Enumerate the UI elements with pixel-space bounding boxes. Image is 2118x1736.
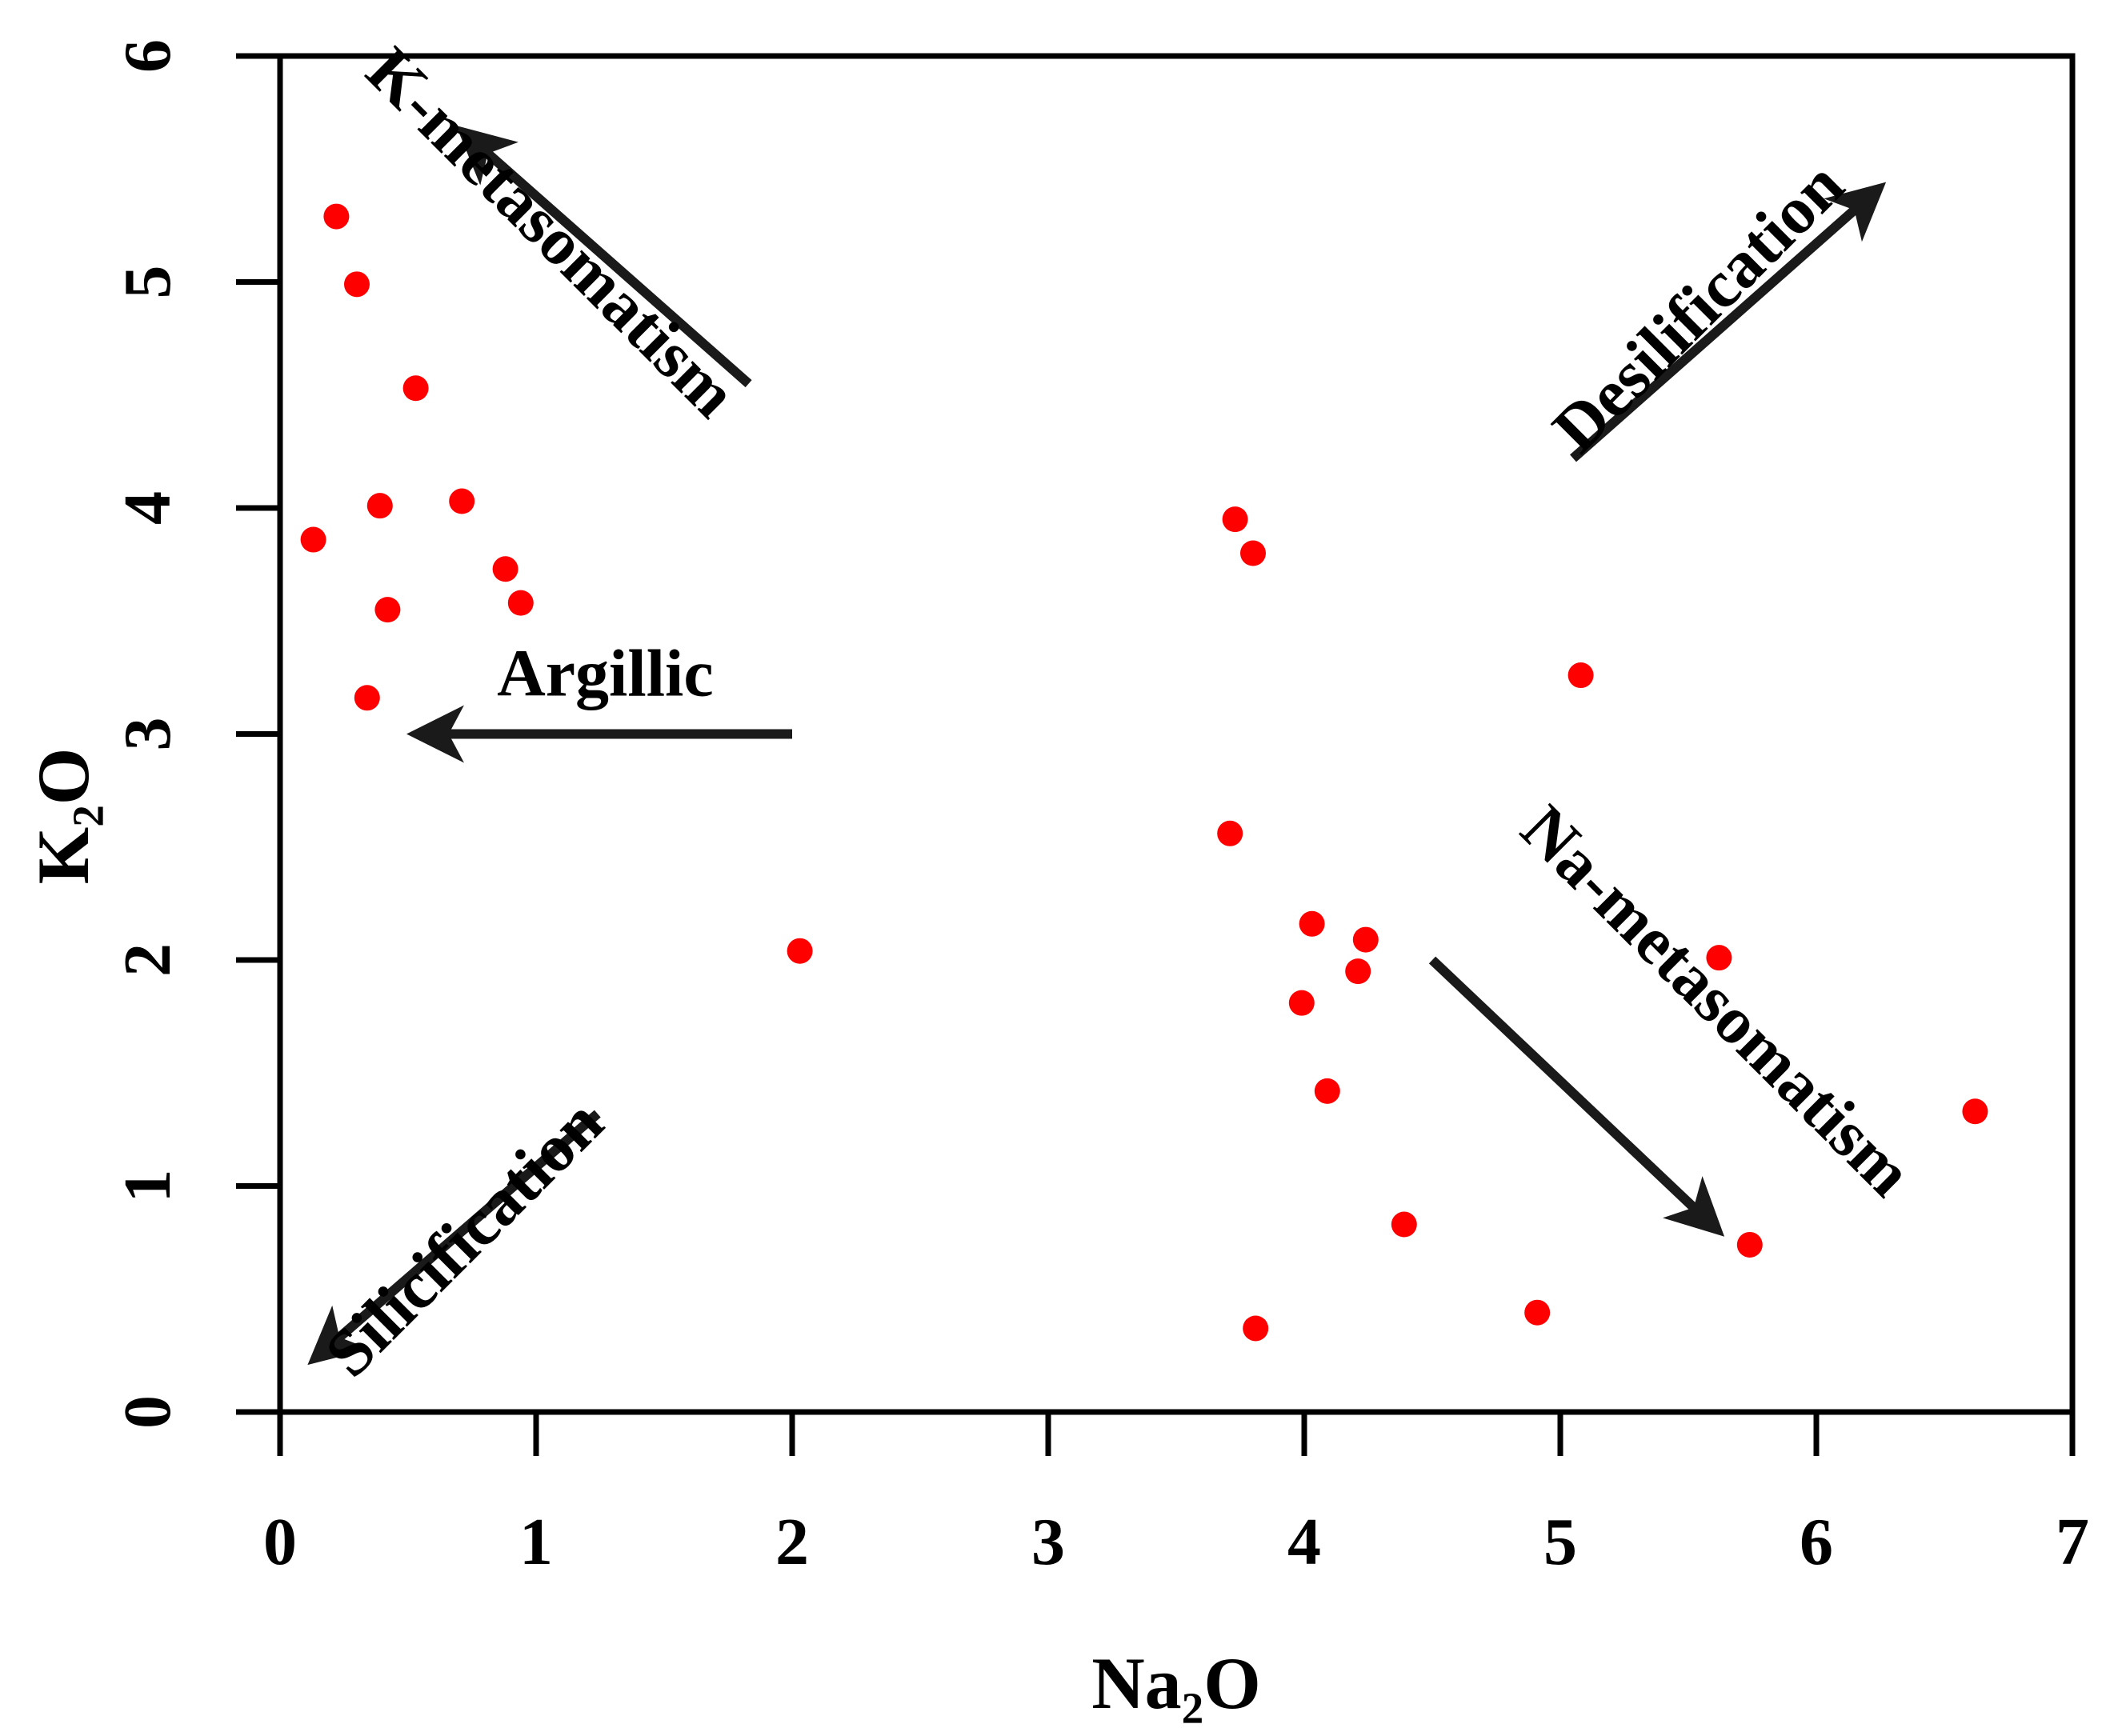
data-point — [1243, 1315, 1269, 1342]
data-point — [1222, 506, 1248, 533]
annotation-label: Silicification — [311, 1086, 618, 1392]
y-tick-label: 4 — [110, 491, 185, 525]
x-tick-label: 3 — [1031, 1505, 1065, 1579]
trend-arrow — [1570, 182, 1887, 462]
annotation-label: Na-metasomatism — [1507, 791, 1926, 1210]
data-point — [1391, 1211, 1417, 1238]
data-point — [1240, 540, 1266, 566]
data-point — [344, 271, 370, 298]
annotation-label: Desilification — [1539, 147, 1858, 466]
annotation-label: K-metasomatism — [352, 34, 751, 432]
y-tick-label: 2 — [110, 943, 185, 977]
data-point — [507, 590, 534, 616]
x-tick-label: 6 — [1800, 1505, 1833, 1579]
y-tick-label: 6 — [110, 39, 185, 73]
data-point — [323, 203, 350, 230]
x-tick-label: 0 — [263, 1505, 297, 1579]
trend-arrow — [307, 1110, 601, 1366]
x-tick-label: 2 — [775, 1505, 809, 1579]
annotation-label: Argillic — [497, 636, 714, 710]
data-point — [1524, 1299, 1551, 1326]
data-point — [1345, 958, 1371, 985]
data-point — [449, 488, 475, 514]
y-tick-label: 1 — [110, 1170, 185, 1203]
data-point — [1962, 1098, 1988, 1125]
data-point — [366, 493, 393, 519]
data-point — [402, 375, 429, 402]
y-axis-ticks: 0 1 2 3 4 5 6 — [110, 39, 280, 1429]
data-point — [1736, 1231, 1763, 1258]
trend-arrows — [307, 125, 1887, 1366]
trend-arrow — [456, 125, 752, 388]
data-point — [1706, 945, 1732, 971]
x-tick-label: 7 — [2056, 1505, 2089, 1579]
y-tick-label: 3 — [110, 718, 185, 751]
y-tick-label: 0 — [110, 1395, 185, 1429]
x-axis-ticks: 0 1 2 3 4 5 6 7 — [263, 1412, 2089, 1579]
data-points — [300, 203, 1988, 1342]
x-tick-label: 5 — [1543, 1505, 1577, 1579]
x-tick-label: 4 — [1287, 1505, 1321, 1579]
y-axis-title: K₂O — [22, 748, 104, 885]
data-point — [1288, 990, 1315, 1016]
data-point — [492, 556, 518, 582]
data-point — [354, 685, 380, 711]
x-axis-title: Na₂O — [1091, 1642, 1261, 1724]
data-point — [1314, 1078, 1340, 1104]
data-point — [1567, 662, 1594, 689]
data-point — [787, 938, 813, 964]
data-point — [1299, 910, 1325, 937]
data-point — [1217, 820, 1243, 846]
data-point — [1352, 926, 1379, 953]
trend-annotations: K-metasomatism Desilification Argillic Na-m… — [311, 34, 1927, 1391]
x-tick-label: 1 — [519, 1505, 553, 1579]
y-tick-label: 5 — [110, 266, 185, 299]
data-point — [300, 526, 326, 553]
data-point — [374, 597, 401, 623]
trend-arrow — [1428, 956, 1725, 1237]
